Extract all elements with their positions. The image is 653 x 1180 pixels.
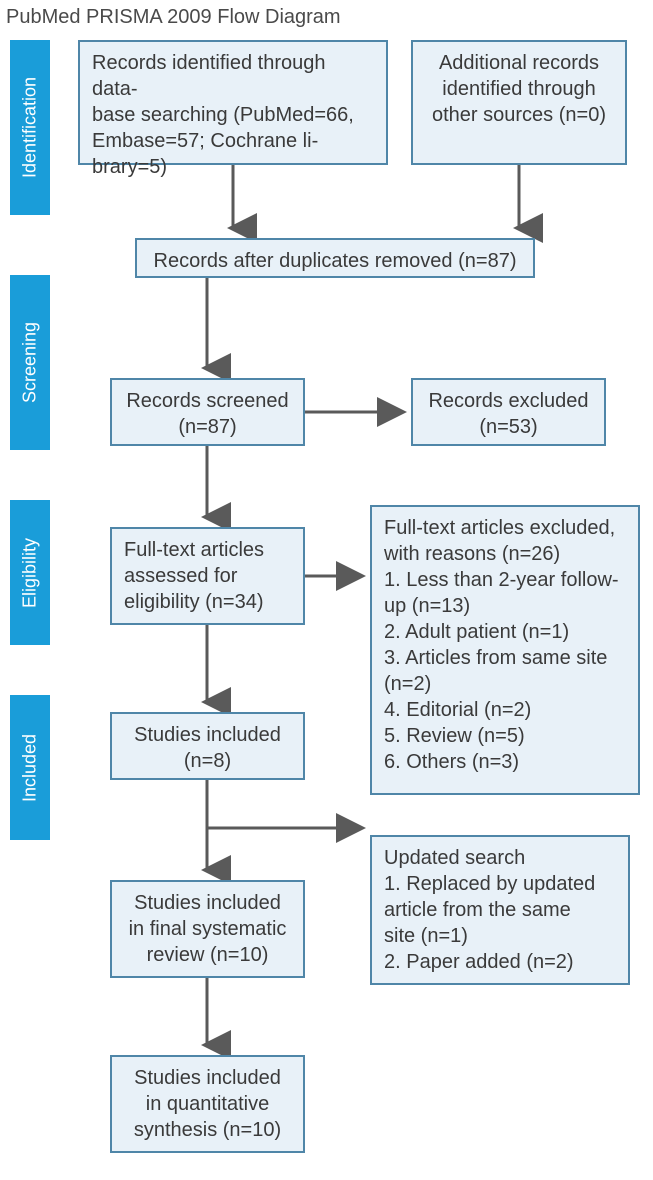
box-eligibility-b: Full-text articles assessed for eligibil… (110, 527, 305, 625)
prisma-canvas: PubMed PRISMA 2009 Flow Diagram Identifi… (0, 0, 653, 1180)
box-updated: Updated search 1. Replaced by updated ar… (370, 835, 630, 985)
box-quant: Studies included in quantitative synthes… (110, 1055, 305, 1153)
box-ft-excluded: Full-text articles excluded, with reason… (370, 505, 640, 795)
box-final-review: Studies included in final systematic rev… (110, 880, 305, 978)
box-excluded: Records excluded (n=53) (411, 378, 606, 446)
box-screened: Records screened (n=87) (110, 378, 305, 446)
box-other-src: Additional records identified through ot… (411, 40, 627, 165)
box-dedup: Records after duplicates removed (n=87) (135, 238, 535, 278)
diagram-title: PubMed PRISMA 2009 Flow Diagram (6, 6, 341, 29)
stage-eligibility: Eligibility (10, 500, 50, 645)
box-db-search: Records identified through data- base se… (78, 40, 388, 165)
stage-screening: Screening (10, 275, 50, 450)
box-included-8: Studies included (n=8) (110, 712, 305, 780)
stage-identification: Identification (10, 40, 50, 215)
stage-included: Included (10, 695, 50, 840)
